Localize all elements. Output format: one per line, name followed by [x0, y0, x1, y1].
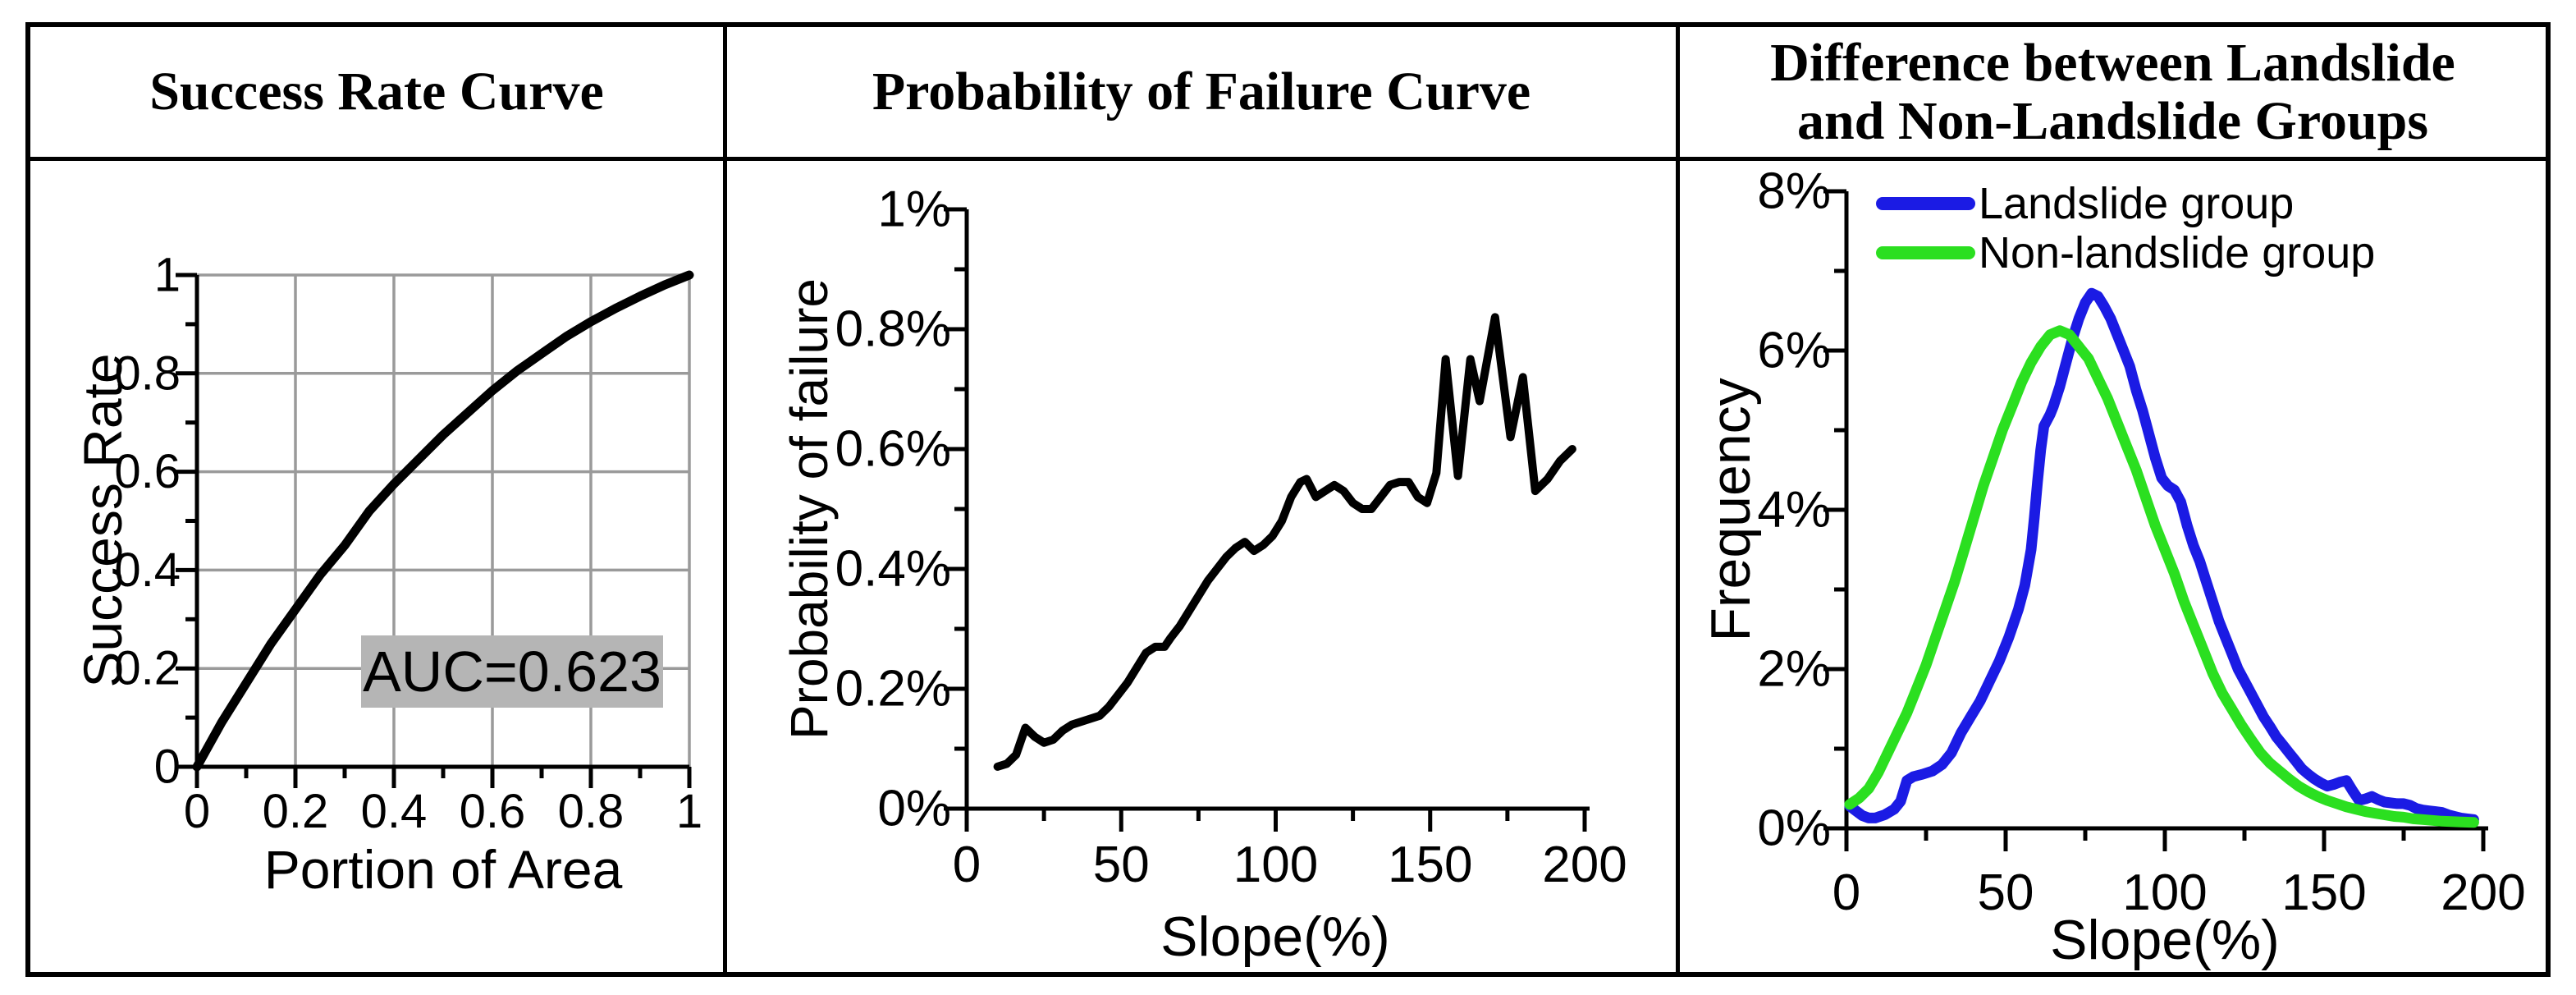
- y-tick-label: 0.6: [114, 445, 181, 498]
- panel3-title-line1: Difference between Landslide: [1770, 32, 2455, 93]
- y-axis-title: Probability of failure: [780, 278, 839, 740]
- y-tick-label: 2%: [1757, 641, 1831, 698]
- success-rate-chart: 0 0.2 0.4 0.6 0.8 1 0 0.2 0.4 0.6 0.8 1 Portion of A…: [72, 249, 702, 901]
- x-tick-label: 50: [1978, 864, 2034, 921]
- y-tick-label: 1%: [877, 181, 951, 238]
- y-tick-label: 6%: [1757, 323, 1831, 379]
- y-tick-label: 0.6%: [835, 421, 951, 478]
- x-tick-label: 200: [2441, 864, 2525, 921]
- y-axis-title: Frequency: [1700, 378, 1762, 641]
- y-tick-label: 0.8: [114, 346, 181, 400]
- landslide-groups-chart: 0 50 100 150 200 0% 2% 4% 6% 8% Slope(%) Frequency L…: [1700, 163, 2526, 972]
- panel1-chart-cell: 0 0.2 0.4 0.6 0.8 1 0 0.2 0.4 0.6 0.8 1 Portion of A…: [30, 161, 727, 972]
- panel3-chart-cell: 0 50 100 150 200 0% 2% 4% 6% 8% Slope(%) Frequency L…: [1680, 161, 2546, 972]
- x-tick-label: 150: [2281, 864, 2366, 921]
- charts-row: 0 0.2 0.4 0.6 0.8 1 0 0.2 0.4 0.6 0.8 1 Portion of A…: [30, 161, 2546, 972]
- x-axis-title: Slope(%): [2050, 909, 2280, 971]
- auc-annotation-text: AUC=0.623: [363, 640, 661, 704]
- x-tick-label: 0.4: [361, 785, 428, 838]
- y-tick-label: 0.4%: [835, 541, 951, 598]
- x-axis-title: Slope(%): [1160, 906, 1390, 968]
- y-tick-label: 0.8%: [835, 301, 951, 358]
- y-tick-label: 0.2: [114, 642, 181, 695]
- x-tick-label: 100: [1233, 837, 1318, 893]
- series-curve: [993, 313, 1576, 771]
- y-tick-label: 4%: [1757, 482, 1831, 539]
- x-tick-label: 1: [676, 785, 702, 838]
- y-tick-label: 0.2%: [835, 661, 951, 718]
- panel2-title-cell: Probability of Failure Curve: [727, 27, 1680, 157]
- y-tick-label: 1: [154, 249, 181, 302]
- x-tick-label: 100: [2122, 864, 2207, 921]
- x-tick-label: 0.6: [460, 785, 526, 838]
- panel2-chart-cell: 0 50 100 150 200 0% 0.2% 0.4% 0.6% 0.8% 1% Slope(%)…: [727, 161, 1680, 972]
- y-tick-label: 0: [154, 741, 181, 794]
- legend-label: Non-landslide group: [1979, 228, 2375, 277]
- x-tick-label: 0.8: [558, 785, 625, 838]
- series-curve: [1844, 325, 2479, 828]
- series-curve: [192, 270, 694, 772]
- y-tick-label: 0.4: [114, 543, 181, 597]
- y-tick-label: 8%: [1757, 163, 1831, 220]
- legend-label: Landslide group: [1979, 179, 2294, 228]
- panel3-title-line2: and Non-Landslide Groups: [1796, 91, 2429, 151]
- panel3-title-cell: Difference between Landslide and Non-Lan…: [1680, 27, 2546, 157]
- x-tick-label: 0: [1832, 864, 1860, 921]
- auc-annotation-box: [361, 635, 663, 708]
- panel1-title-cell: Success Rate Curve: [30, 27, 727, 157]
- x-tick-label: 0: [184, 785, 210, 838]
- y-tick-label: 0%: [1757, 800, 1831, 857]
- panel1-title: Success Rate Curve: [149, 62, 604, 122]
- y-axis-title: Success Rate: [72, 353, 133, 687]
- title-row: Success Rate Curve Probability of Failur…: [30, 27, 2546, 161]
- x-tick-label: 200: [1542, 837, 1627, 893]
- x-tick-label: 0.2: [263, 785, 329, 838]
- x-tick-label: 50: [1093, 837, 1150, 893]
- y-tick-label: 0%: [877, 781, 951, 837]
- probability-of-failure-chart: 0 50 100 150 200 0% 0.2% 0.4% 0.6% 0.8% 1% Slope(%)…: [780, 181, 1627, 969]
- x-tick-label: 150: [1388, 837, 1472, 893]
- x-tick-label: 0: [953, 837, 981, 893]
- series-curve: [1844, 287, 2479, 825]
- figure-table: Success Rate Curve Probability of Failur…: [25, 22, 2551, 977]
- x-axis-title: Portion of Area: [264, 839, 623, 900]
- panel2-title: Probability of Failure Curve: [872, 62, 1531, 122]
